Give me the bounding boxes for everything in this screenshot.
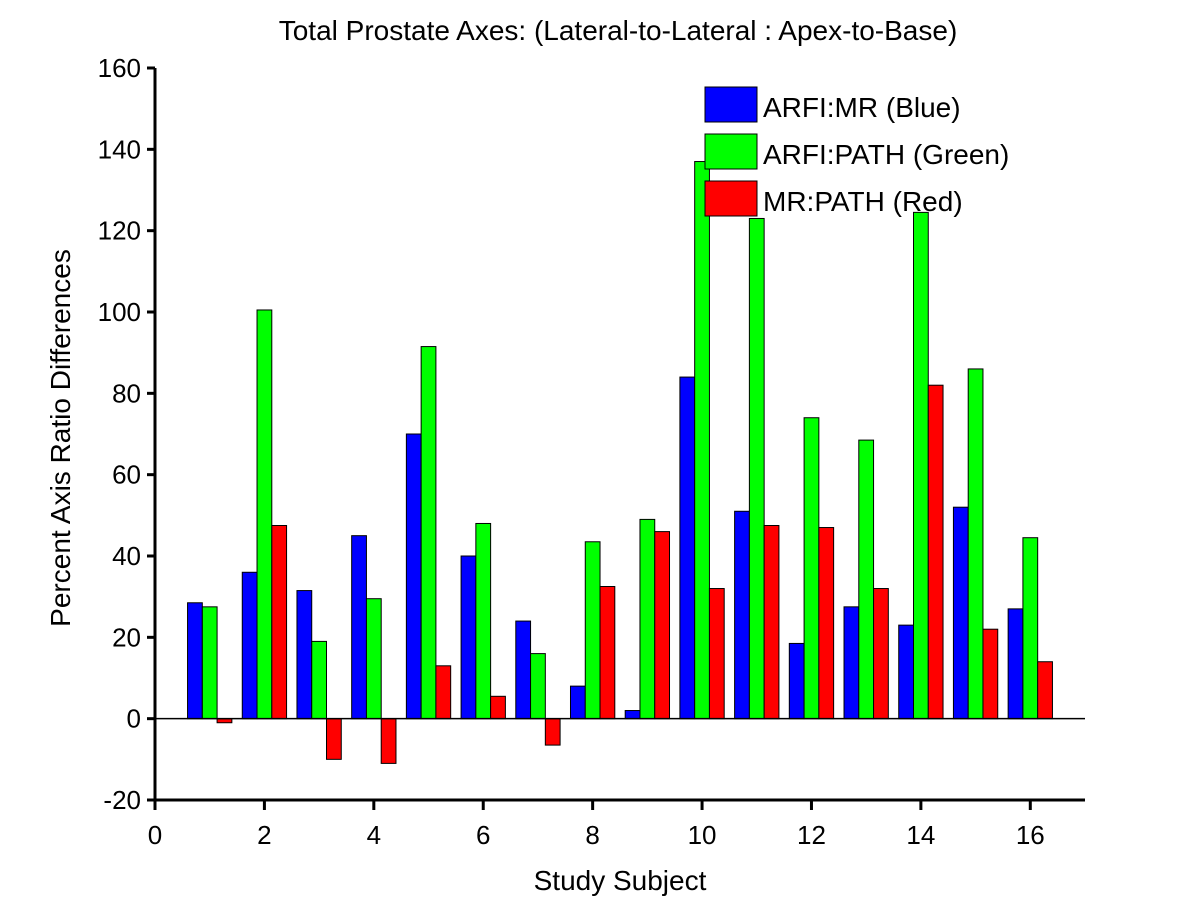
x-axis: 0 2 4 6 8 10 12 14 16 [148, 798, 1085, 850]
y-tick-label: 160 [98, 53, 141, 83]
bar-series-3-subject-15 [982, 628, 999, 720]
bar-series-2-subject-14 [913, 211, 929, 720]
bar-series-2-subject-5 [420, 346, 437, 720]
y-tick-label: 100 [98, 297, 141, 327]
y-tick-label: 20 [112, 622, 141, 652]
chart-title: Total Prostate Axes: (Lateral-to-Lateral… [279, 15, 958, 46]
bar-series-3-subject-8 [599, 586, 616, 720]
bar-series-3-subject-9 [654, 531, 671, 720]
bar-series-2-subject-16 [1022, 537, 1039, 720]
legend-label-1: ARFI:MR (Blue) [763, 92, 961, 123]
y-tick-label: 80 [112, 378, 141, 408]
bars-group [187, 161, 1053, 764]
bar-series-3-subject-4 [380, 718, 397, 764]
legend-label-3: MR:PATH (Red) [763, 186, 963, 217]
bar-series-3-subject-12 [818, 527, 835, 720]
y-tick-label: 140 [98, 134, 141, 164]
bar-series-3-subject-2 [271, 525, 288, 720]
bar-series-1-subject-6 [460, 555, 477, 720]
bar-series-2-subject-15 [967, 368, 984, 720]
bar-series-3-subject-3 [326, 718, 342, 760]
y-axis-label: Percent Axis Ratio Differences [45, 249, 76, 627]
bar-series-1-subject-10 [679, 376, 696, 720]
x-tick-label: 2 [257, 820, 271, 850]
bar-series-1-subject-14 [898, 624, 914, 720]
bar-series-3-subject-14 [927, 384, 944, 720]
legend-swatch-1 [704, 86, 758, 123]
y-axis: -20 0 20 40 60 80 100 120 140 160 [98, 53, 157, 815]
bar-series-2-subject-8 [584, 541, 601, 720]
bar-series-3-subject-10 [708, 588, 725, 720]
bar-series-1-subject-8 [569, 685, 586, 720]
y-tick-label: -20 [103, 785, 141, 815]
bar-series-1-subject-9 [624, 710, 641, 720]
bar-series-2-subject-9 [639, 518, 656, 720]
bar-series-3-subject-6 [490, 695, 506, 720]
bar-series-3-subject-7 [544, 718, 561, 746]
x-tick-label: 8 [585, 820, 599, 850]
x-tick-label: 14 [906, 820, 935, 850]
bar-series-2-subject-7 [530, 653, 546, 720]
bar-series-2-subject-12 [803, 417, 820, 720]
legend-swatch-3 [704, 180, 758, 217]
bar-series-3-subject-11 [763, 525, 780, 720]
bar-series-3-subject-5 [435, 665, 452, 720]
x-tick-label: 6 [476, 820, 490, 850]
bar-series-1-subject-13 [843, 606, 860, 720]
legend-swatch-2 [704, 133, 758, 170]
x-tick-label: 12 [797, 820, 826, 850]
x-tick-label: 16 [1016, 820, 1045, 850]
x-tick-label: 0 [148, 820, 162, 850]
x-axis-label: Study Subject [534, 865, 707, 896]
bar-series-1-subject-12 [788, 642, 805, 720]
bar-series-1-subject-16 [1007, 608, 1024, 720]
bar-series-1-subject-7 [515, 620, 532, 720]
bar-series-1-subject-4 [351, 535, 367, 720]
x-tick-label: 4 [367, 820, 381, 850]
bar-series-2-subject-2 [256, 309, 273, 720]
bar-series-1-subject-2 [241, 571, 258, 720]
y-tick-label: 120 [98, 216, 141, 246]
bar-series-2-subject-13 [858, 439, 875, 720]
x-tick-label: 10 [688, 820, 717, 850]
bar-series-2-subject-1 [201, 606, 218, 720]
bar-series-1-subject-1 [187, 602, 203, 720]
bar-series-2-subject-3 [311, 640, 328, 720]
y-tick-label: 0 [127, 704, 141, 734]
legend: ARFI:MR (Blue) ARFI:PATH (Green) MR:PATH (… [704, 86, 1009, 217]
bar-series-1-subject-15 [952, 506, 969, 720]
bar-series-2-subject-4 [365, 598, 382, 720]
bar-series-1-subject-11 [734, 510, 750, 720]
legend-label-2: ARFI:PATH (Green) [763, 139, 1009, 170]
bar-series-2-subject-6 [475, 522, 492, 720]
bar-series-1-subject-3 [296, 590, 313, 720]
bar-series-3-subject-13 [873, 588, 889, 720]
y-tick-label: 60 [112, 460, 141, 490]
bar-series-2-subject-11 [748, 217, 765, 720]
bar-series-1-subject-5 [405, 433, 422, 720]
y-tick-label: 40 [112, 541, 141, 571]
bar-series-2-subject-10 [694, 161, 710, 720]
bar-series-3-subject-16 [1037, 661, 1053, 720]
